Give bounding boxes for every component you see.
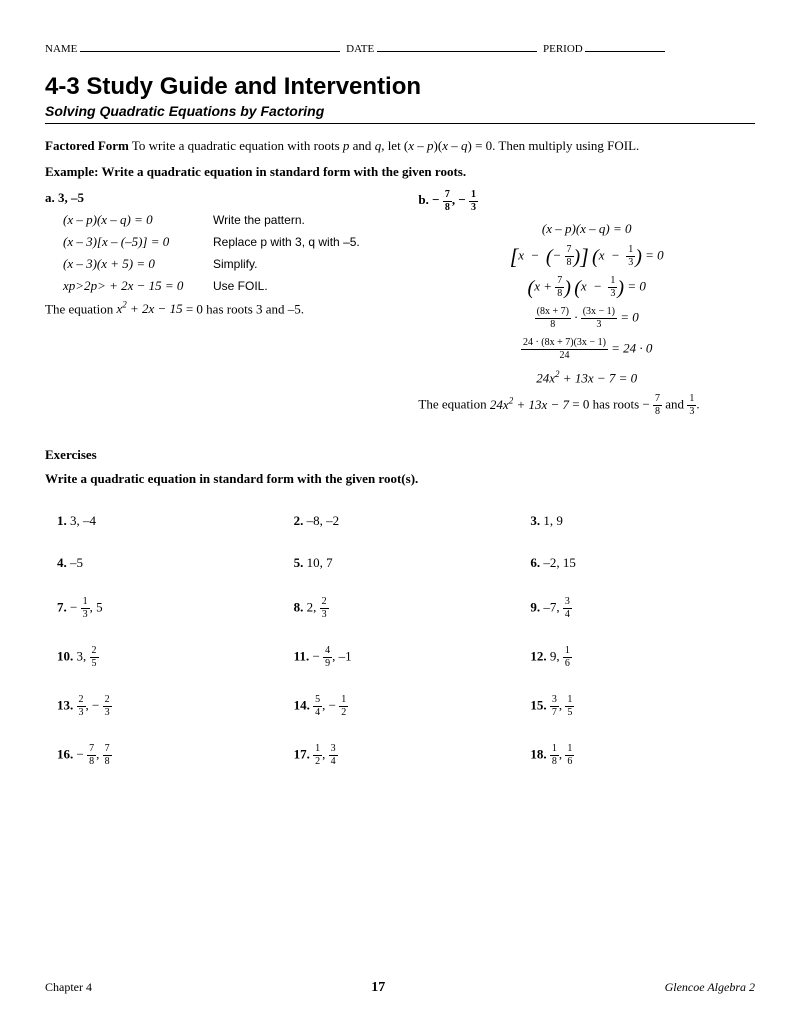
step-math: (x – p)(x – q) = 0	[63, 212, 213, 228]
date-label: DATE	[346, 43, 374, 55]
exercise-item: 16. − 78, 78	[45, 744, 282, 767]
page-footer: Chapter 4 17 Glencoe Algebra 2	[45, 980, 755, 996]
exercise-row: 16. − 78, 7817. 12, 3418. 18, 16	[45, 744, 755, 767]
exercise-row: 1. 3, –42. –8, –23. 1, 9	[45, 513, 755, 529]
step-math: xp>2p> + 2x − 15 = 0	[63, 278, 213, 294]
exercise-item: 15. 37, 15	[518, 695, 755, 718]
footer-chapter: Chapter 4	[45, 980, 92, 996]
footer-page-number: 17	[371, 980, 385, 996]
factored-form-intro: Factored Form To write a quadratic equat…	[45, 138, 755, 154]
example-step: (x – p)(x – q) = 0Write the pattern.	[63, 212, 398, 228]
worksheet-header: NAME DATE PERIOD	[45, 40, 755, 55]
exercise-row: 7. − 13, 58. 2, 239. –7, 34	[45, 597, 755, 620]
step-math: (x – 3)[x – (–5)] = 0	[63, 234, 213, 250]
exercise-item: 3. 1, 9	[518, 513, 755, 529]
example-b: b. − 78, − 13 (x – p)(x – q) = 0 [x − (−…	[418, 190, 755, 417]
exercises-section: Exercises Write a quadratic equation in …	[45, 447, 755, 767]
example-b-conclusion: The equation 24x2 + 13x − 7 = 0 has root…	[418, 394, 755, 417]
page-title: 4-3 Study Guide and Intervention	[45, 73, 755, 101]
title-rule	[45, 123, 755, 124]
exercises-heading: Exercises	[45, 447, 97, 462]
exercise-item: 14. 54, − 12	[282, 695, 519, 718]
exercise-item: 9. –7, 34	[518, 597, 755, 620]
example-b-steps: (x – p)(x – q) = 0 [x − (− 78)] (x − 13)…	[418, 221, 755, 386]
exercises-prompt: Write a quadratic equation in standard f…	[45, 471, 418, 486]
exercise-item: 10. 3, 25	[45, 646, 282, 669]
example-step: (x – 3)[x – (–5)] = 0Replace p with 3, q…	[63, 234, 398, 250]
date-blank[interactable]	[377, 40, 537, 52]
exercise-item: 12. 9, 16	[518, 646, 755, 669]
exercise-row: 4. –55. 10, 76. –2, 15	[45, 555, 755, 571]
exercise-item: 5. 10, 7	[282, 555, 519, 571]
step-explain: Write the pattern.	[213, 213, 305, 227]
exercise-item: 18. 18, 16	[518, 744, 755, 767]
exercise-item: 11. − 49, –1	[282, 646, 519, 669]
example-step: xp>2p> + 2x − 15 = 0Use FOIL.	[63, 278, 398, 294]
exercise-item: 4. –5	[45, 555, 282, 571]
exercise-row: 13. 23, − 2314. 54, − 1215. 37, 15	[45, 695, 755, 718]
exercise-item: 13. 23, − 23	[45, 695, 282, 718]
intro-bold: Factored Form	[45, 138, 129, 153]
exercise-item: 8. 2, 23	[282, 597, 519, 620]
period-label: PERIOD	[543, 43, 583, 55]
step-math: (x – 3)(x + 5) = 0	[63, 256, 213, 272]
exercise-item: 7. − 13, 5	[45, 597, 282, 620]
examples-row: a. 3, –5 (x – p)(x – q) = 0Write the pat…	[45, 190, 755, 417]
exercise-item: 2. –8, –2	[282, 513, 519, 529]
example-a: a. 3, –5 (x – p)(x – q) = 0Write the pat…	[45, 190, 398, 417]
example-heading: Example: Write a quadratic equation in s…	[45, 164, 755, 180]
step-explain: Use FOIL.	[213, 279, 268, 293]
example-step: (x – 3)(x + 5) = 0Simplify.	[63, 256, 398, 272]
example-b-label: b. − 78, − 13	[418, 190, 755, 213]
footer-book: Glencoe Algebra 2	[665, 980, 755, 996]
period-blank[interactable]	[585, 40, 665, 52]
step-explain: Simplify.	[213, 257, 257, 271]
page-subtitle: Solving Quadratic Equations by Factoring	[45, 103, 755, 119]
name-label: NAME	[45, 43, 77, 55]
exercise-item: 17. 12, 34	[282, 744, 519, 767]
example-a-label: a. 3, –5	[45, 190, 84, 205]
exercise-item: 1. 3, –4	[45, 513, 282, 529]
example-a-conclusion: The equation x2 + 2x − 15 = 0 has roots …	[45, 300, 398, 317]
step-explain: Replace p with 3, q with –5.	[213, 235, 360, 249]
exercise-item: 6. –2, 15	[518, 555, 755, 571]
name-blank[interactable]	[80, 40, 340, 52]
exercise-row: 10. 3, 2511. − 49, –112. 9, 16	[45, 646, 755, 669]
